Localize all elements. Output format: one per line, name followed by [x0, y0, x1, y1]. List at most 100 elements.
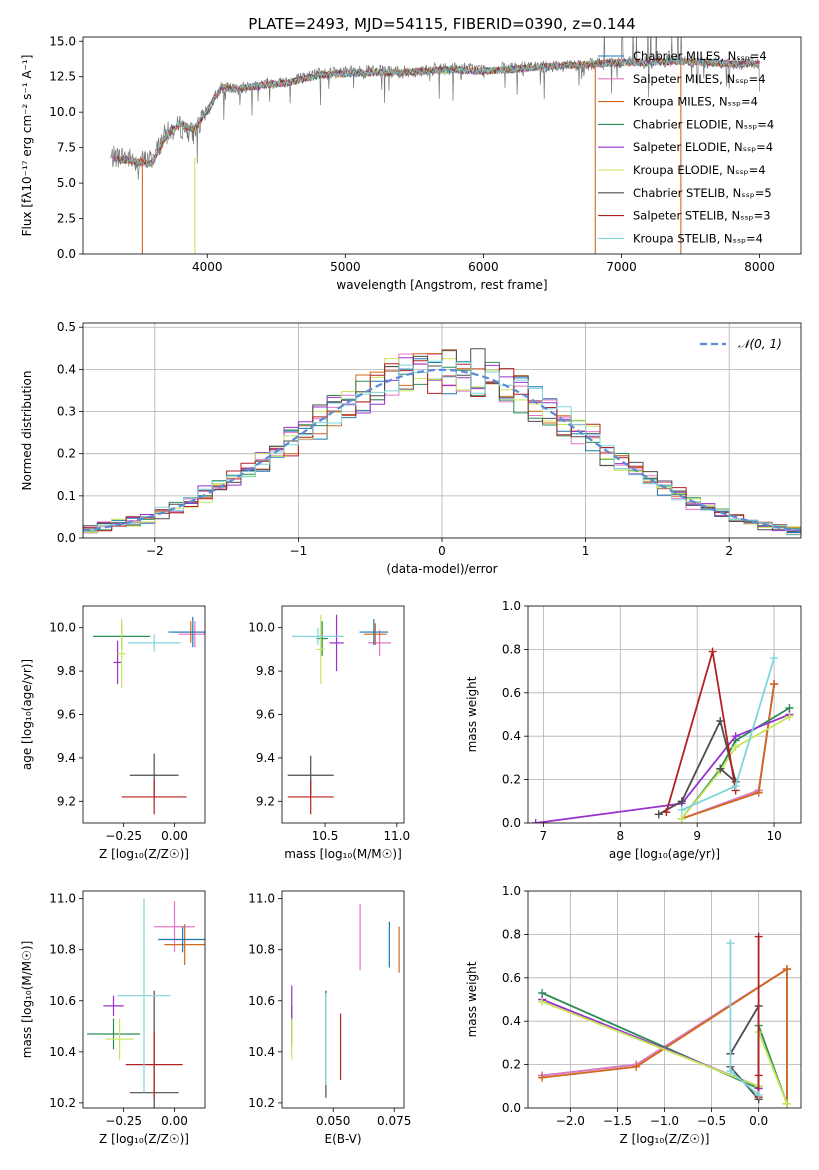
errorbar-point: [125, 1031, 183, 1098]
weight-marker: [782, 1099, 791, 1108]
y-tick-label: 9.2: [57, 794, 76, 808]
weight-line: [541, 967, 788, 1104]
y-tick-label: 10.2: [248, 1096, 275, 1110]
weight-series: [538, 965, 791, 1108]
y-tick-label: 0.4: [502, 729, 521, 743]
legend: 𝒩(0, 1): [700, 337, 782, 351]
plot-area-z-mass: [87, 898, 205, 1108]
y-tick-label: 0.1: [57, 489, 76, 503]
weight-line: [681, 715, 790, 820]
x-axis-label: E(B-V): [324, 1132, 361, 1146]
y-tick-label: 0.4: [502, 1014, 521, 1028]
x-tick-label: −1.0: [650, 1114, 679, 1128]
axes-frame: [82, 36, 802, 255]
plot-area-age-weight: [528, 606, 801, 823]
x-tick-label: 4000: [192, 260, 223, 274]
panel-spectrum: 4000 5000 6000 7000 8000 0.0 2.5 5.0 7.5 10.0 12.5…: [20, 15, 802, 292]
weight-marker: [726, 1067, 735, 1076]
y-tick-label: 15.0: [49, 34, 76, 48]
y-tick-label: 9.4: [256, 751, 275, 765]
y-tick-label: 9.6: [57, 708, 76, 722]
y-tick-label: 1.0: [502, 884, 521, 898]
x-axis-label: wavelength [Angstrom, rest frame]: [336, 278, 547, 292]
errorbar-point: [127, 634, 181, 652]
plot-area-ebv-mass: [291, 903, 400, 1098]
x-tick-label: 5000: [330, 260, 361, 274]
weight-marker: [716, 717, 725, 726]
x-axis-label: Z [log₁₀(Z/Z☉)]: [99, 1132, 189, 1146]
weight-marker: [770, 680, 779, 689]
weight-series: [726, 939, 763, 1099]
y-tick-label: 11.0: [248, 892, 275, 906]
x-tick-label: 0.00: [161, 829, 188, 843]
weight-line: [665, 651, 737, 813]
y-tick-label: 10.6: [49, 994, 76, 1008]
x-tick-label: 8000: [744, 260, 775, 274]
errorbar-point: [113, 640, 122, 685]
y-tick-label: 12.5: [49, 70, 76, 84]
y-tick-label: 7.5: [57, 141, 76, 155]
x-tick-label: 11.0: [383, 829, 410, 843]
y-tick-label: 10.8: [49, 943, 76, 957]
plot-area-z-weight: [528, 891, 801, 1108]
plot-area-spectrum: [110, 37, 760, 254]
axes-frame: [82, 605, 206, 824]
weight-marker: [754, 932, 763, 941]
axes-frame: [527, 890, 802, 1109]
y-tick-label: 0.3: [57, 405, 76, 419]
data-spectrum: [110, 37, 760, 180]
y-axis-label: mass weight: [465, 676, 479, 752]
x-tick-label: 8: [616, 829, 624, 843]
axes-frame: [281, 890, 405, 1109]
weight-series: [662, 647, 740, 817]
errorbar-point: [329, 614, 344, 672]
errorbar-point: [363, 623, 387, 646]
y-tick-label: 10.0: [248, 621, 275, 635]
errorbar-point: [87, 1018, 140, 1050]
errorbar-point: [121, 779, 187, 815]
weight-marker: [731, 782, 740, 791]
legend-label: Salpeter MILES, Nₛₛₚ=4: [633, 72, 766, 86]
legend-label: Salpeter ELODIE, Nₛₛₚ=4: [633, 140, 773, 154]
y-tick-label: 0.8: [502, 927, 521, 941]
y-tick-label: 9.4: [57, 751, 76, 765]
legend-label: Kroupa ELODIE, Nₛₛₚ=4: [633, 163, 766, 177]
y-tick-label: 10.4: [49, 1045, 76, 1059]
y-tick-label: 9.8: [256, 664, 275, 678]
x-tick-label: 10.5: [312, 829, 339, 843]
weight-series: [677, 712, 794, 823]
weight-marker: [782, 965, 791, 974]
plot-area-residuals: [83, 323, 801, 538]
chart-title: PLATE=2493, MJD=54115, FIBERID=0390, z=0…: [248, 15, 635, 33]
x-tick-label: −0.25: [105, 829, 142, 843]
x-tick-label: 7000: [606, 260, 637, 274]
y-axis-label: Flux [fλ10⁻¹⁷ erg cm⁻² s⁻¹ A⁻¹]: [20, 55, 34, 237]
legend: Chabrier MILES, Nₛₛₚ=4 Salpeter MILES, Nₛ…: [598, 49, 774, 245]
x-tick-label: 9: [693, 829, 701, 843]
weight-marker: [531, 819, 540, 823]
x-tick-label: 1: [582, 544, 590, 558]
weight-marker: [538, 997, 547, 1006]
x-tick-label: 7: [540, 829, 548, 843]
weight-series: [531, 710, 794, 823]
y-axis-label: Normed distribution: [20, 371, 34, 491]
panel-z-age: −0.25 0.00 9.2 9.4 9.6 9.8 10.0 Z [log₁₀(Z/Z☉)]…: [20, 605, 206, 861]
y-tick-label: 0.2: [57, 447, 76, 461]
weight-marker: [754, 1090, 763, 1099]
weight-marker: [677, 814, 686, 823]
y-tick-label: 10.6: [248, 994, 275, 1008]
model-spectrum: [119, 56, 760, 168]
legend-label: Chabrier ELODIE, Nₛₛₚ=4: [633, 117, 774, 131]
y-tick-label: 10.0: [49, 621, 76, 635]
y-tick-label: 1.0: [502, 599, 521, 613]
y-tick-label: 9.2: [256, 794, 275, 808]
y-tick-label: 10.2: [49, 1096, 76, 1110]
normal-reference-curve: [83, 368, 801, 532]
errorbar-point: [178, 621, 205, 648]
axes-frame: [281, 605, 405, 824]
weight-line: [535, 713, 790, 823]
x-axis-label: age [log₁₀(age/yr)]: [609, 847, 720, 861]
y-tick-label: 0.6: [502, 686, 521, 700]
weight-marker: [726, 939, 735, 948]
x-tick-label: −2.0: [556, 1114, 585, 1128]
